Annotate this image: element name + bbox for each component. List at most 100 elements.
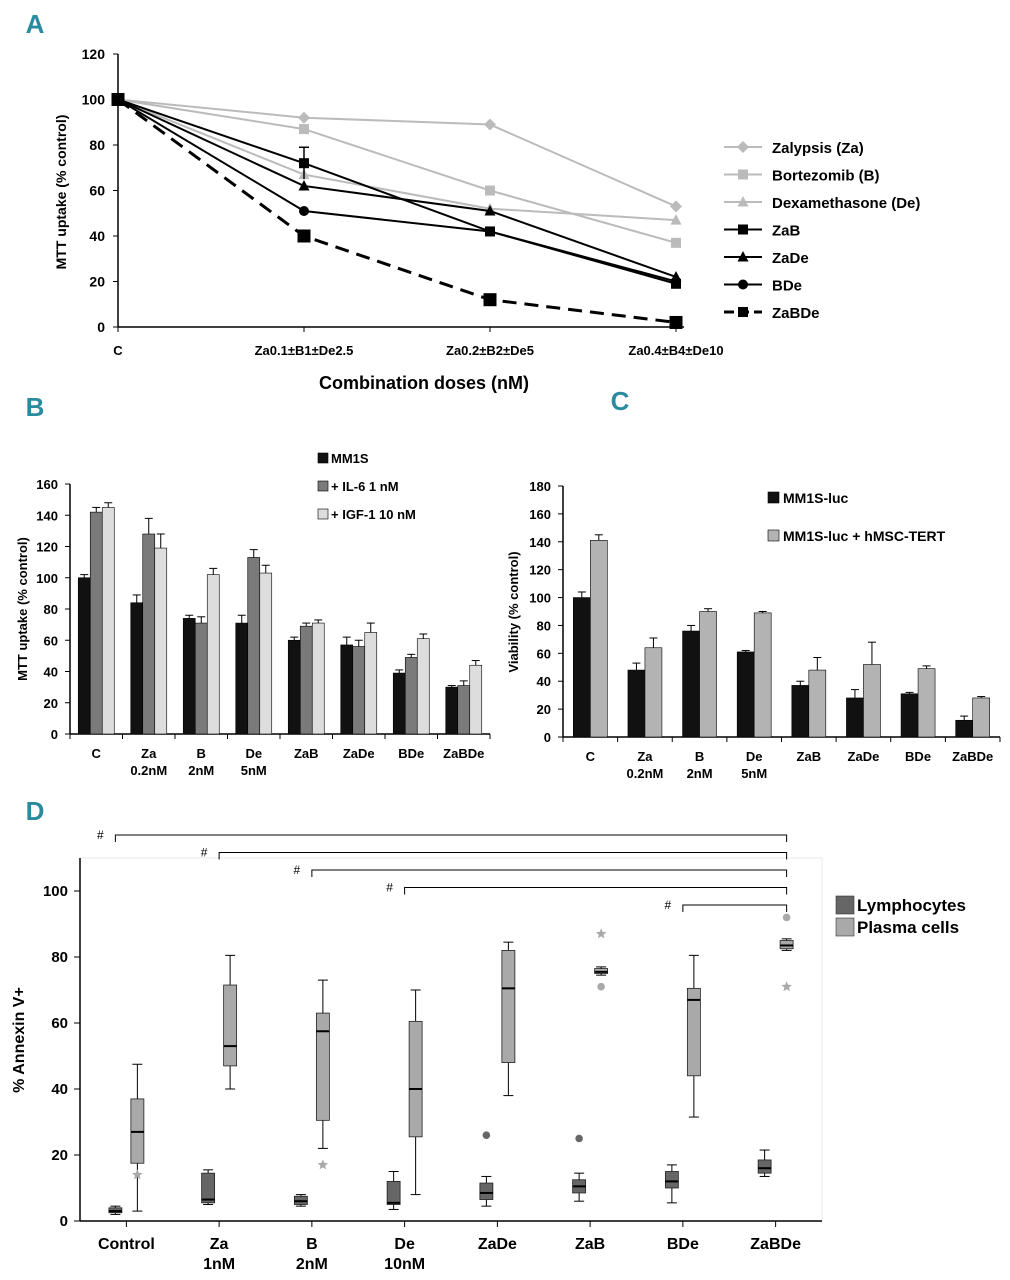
a-y-tick-label: 120 bbox=[82, 46, 106, 62]
c-bar bbox=[791, 685, 810, 738]
a-legend-marker bbox=[738, 169, 748, 180]
d-significance-bracket bbox=[682, 904, 788, 912]
b-bar bbox=[287, 639, 301, 735]
c-legend-swatch bbox=[767, 491, 780, 504]
a-legend-label: Dexamethasone (De) bbox=[772, 195, 920, 212]
d-outlier bbox=[597, 982, 605, 991]
b-x-tick-label: ZaBDe bbox=[443, 746, 484, 761]
c-x-tick-label: 0.2nM bbox=[627, 766, 664, 781]
c-x-tick-label: ZaDe bbox=[848, 749, 880, 764]
c-bar bbox=[972, 697, 990, 738]
a-point bbox=[484, 118, 496, 131]
b-bar bbox=[206, 574, 220, 735]
a-legend-label: ZaBDe bbox=[772, 305, 820, 322]
b-bar bbox=[194, 622, 208, 735]
c-y-tick-label: 160 bbox=[529, 507, 551, 522]
a-point bbox=[671, 237, 681, 248]
c-y-tick-label: 20 bbox=[537, 702, 551, 717]
b-y-tick-label: 120 bbox=[36, 540, 58, 555]
a-legend-marker bbox=[737, 196, 749, 207]
d-outlier bbox=[782, 913, 791, 922]
b-bar bbox=[247, 557, 261, 735]
d-box bbox=[501, 950, 516, 1064]
c-legend-swatch bbox=[767, 529, 780, 542]
d-y-tick-label: 0 bbox=[60, 1213, 68, 1230]
b-y-tick-label: 160 bbox=[36, 477, 58, 492]
c-y-label: Viability (% control) bbox=[506, 551, 521, 672]
a-y-tick-label: 100 bbox=[82, 92, 106, 108]
c-y-tick-label: 100 bbox=[529, 591, 551, 606]
a-x-tick-label: Za0.2±B2±De5 bbox=[446, 343, 534, 358]
d-x-tick-label: 2nM bbox=[296, 1256, 328, 1273]
b-bar bbox=[130, 602, 144, 735]
b-bar bbox=[404, 657, 418, 735]
d-legend-swatch bbox=[835, 895, 855, 915]
d-x-tick-label: 1nM bbox=[203, 1256, 235, 1273]
b-bar bbox=[154, 547, 168, 735]
d-x-tick-label: 10nM bbox=[384, 1256, 425, 1273]
d-significance-bracket bbox=[114, 834, 788, 842]
d-significance-bracket bbox=[404, 887, 788, 895]
c-bar bbox=[627, 669, 646, 738]
d-outlier bbox=[317, 1159, 329, 1170]
d-y-label: % Annexin V+ bbox=[11, 987, 28, 1093]
b-x-tick-label: C bbox=[92, 746, 102, 761]
d-significance-bracket bbox=[311, 869, 788, 877]
c-bar bbox=[863, 664, 881, 738]
b-bar bbox=[352, 646, 366, 735]
b-x-tick-label: ZaB bbox=[294, 746, 319, 761]
c-bar bbox=[736, 651, 755, 738]
a-series-line bbox=[117, 98, 677, 244]
panel-label-D: D bbox=[26, 796, 45, 826]
c-bar bbox=[682, 630, 700, 738]
a-point bbox=[298, 111, 310, 124]
a-legend-label: ZaDe bbox=[772, 250, 809, 267]
c-legend-label: MM1S-luc bbox=[783, 490, 849, 506]
d-box bbox=[757, 1159, 772, 1174]
a-legend-marker bbox=[738, 279, 748, 290]
b-bar bbox=[364, 632, 378, 735]
a-series-line bbox=[117, 98, 677, 222]
a-point bbox=[485, 226, 495, 237]
b-bar bbox=[77, 577, 91, 735]
d-x-tick-label: ZaBDe bbox=[750, 1236, 801, 1253]
b-legend-label: MM1S bbox=[331, 451, 369, 466]
d-legend-label: Lymphocytes bbox=[857, 896, 966, 915]
c-x-tick-label: ZaB bbox=[797, 749, 822, 764]
d-y-tick-label: 40 bbox=[51, 1081, 68, 1098]
a-point bbox=[298, 179, 310, 191]
b-bar bbox=[299, 625, 313, 735]
d-box bbox=[201, 1172, 216, 1204]
a-point bbox=[670, 214, 682, 225]
c-x-tick-label: BDe bbox=[905, 749, 931, 764]
d-box bbox=[386, 1181, 401, 1205]
d-x-tick-label: ZaDe bbox=[478, 1236, 517, 1253]
c-x-tick-label: De bbox=[746, 749, 763, 764]
b-legend-swatch bbox=[317, 452, 329, 464]
b-legend-label: + IGF-1 10 nM bbox=[331, 507, 416, 522]
c-bar bbox=[573, 597, 591, 738]
b-legend-swatch bbox=[317, 480, 329, 492]
d-outlier bbox=[575, 1134, 583, 1143]
d-legend-swatch bbox=[835, 917, 855, 937]
d-y-tick-label: 20 bbox=[51, 1147, 68, 1164]
d-significance-label: # bbox=[201, 846, 208, 860]
d-box bbox=[408, 1020, 423, 1138]
b-bar bbox=[340, 644, 354, 735]
a-point bbox=[671, 276, 681, 287]
b-bar bbox=[235, 622, 249, 735]
a-y-tick-label: 80 bbox=[89, 137, 105, 153]
d-outlier bbox=[482, 1131, 491, 1139]
d-significance-bracket bbox=[218, 852, 788, 860]
c-y-tick-label: 180 bbox=[529, 479, 551, 494]
a-point bbox=[670, 200, 682, 213]
b-bar bbox=[311, 622, 325, 735]
b-x-tick-label: 2nM bbox=[188, 763, 214, 778]
c-bar bbox=[699, 611, 717, 738]
c-bar bbox=[846, 697, 864, 738]
b-x-tick-label: ZaDe bbox=[343, 746, 375, 761]
d-box bbox=[223, 984, 238, 1067]
c-y-tick-label: 40 bbox=[537, 674, 551, 689]
a-point bbox=[111, 93, 125, 106]
panel-label-B: B bbox=[26, 392, 45, 422]
